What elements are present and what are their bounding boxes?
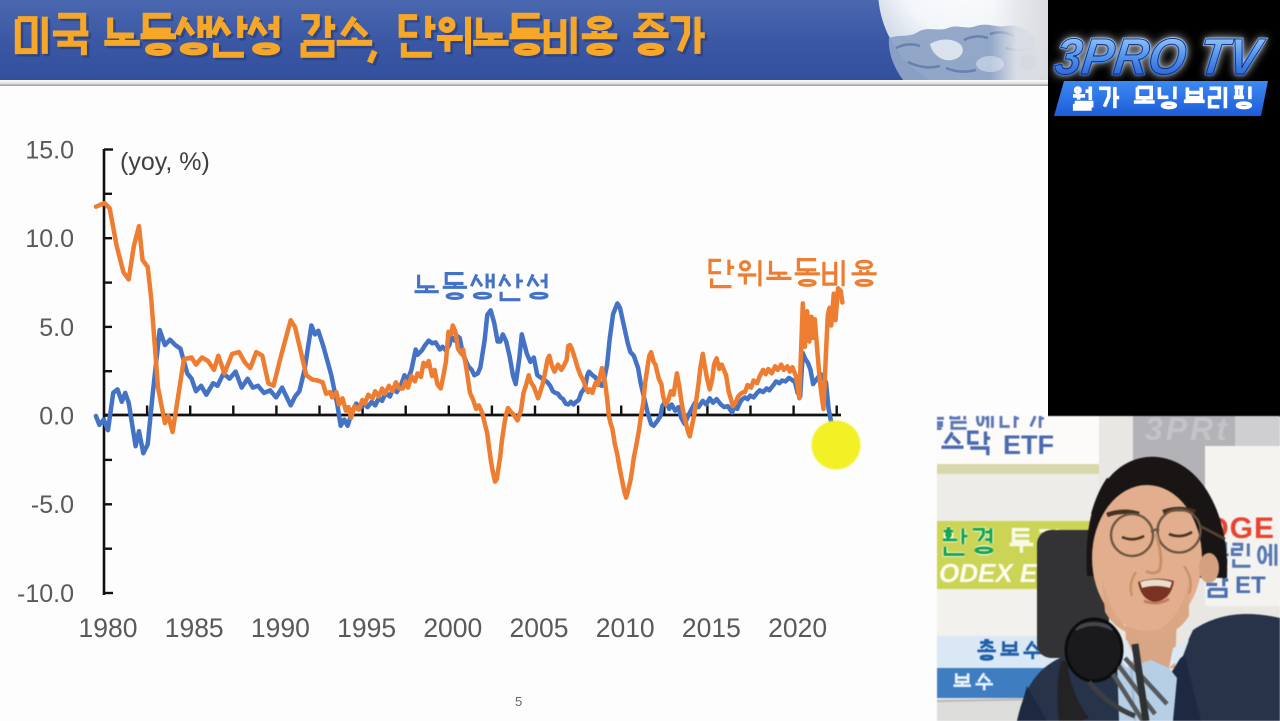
svg-text:5: 5 [515, 694, 522, 709]
svg-text:3PRt: 3PRt [1145, 416, 1230, 447]
svg-text:2000: 2000 [423, 613, 482, 643]
svg-text:ETF: ETF [1003, 430, 1054, 460]
svg-text:1990: 1990 [251, 613, 310, 643]
svg-text:0.0: 0.0 [39, 403, 74, 431]
svg-text:10.0: 10.0 [25, 225, 74, 253]
svg-text:1995: 1995 [337, 613, 396, 643]
svg-text:3PRO TV: 3PRO TV [1052, 28, 1268, 85]
svg-text:1985: 1985 [165, 613, 224, 643]
svg-text:ODEX ET: ODEX ET [939, 558, 1055, 588]
svg-text:ET: ET [1235, 572, 1266, 599]
svg-text:-5.0: -5.0 [31, 491, 74, 519]
svg-text:2010: 2010 [596, 613, 655, 643]
svg-text:2015: 2015 [682, 613, 741, 643]
svg-text:2020: 2020 [768, 613, 827, 643]
svg-text:2005: 2005 [510, 613, 569, 643]
svg-text:-10.0: -10.0 [17, 580, 74, 608]
svg-text:5.0: 5.0 [39, 314, 74, 342]
svg-text:3PRO TV: 3PRO TV [1052, 28, 1268, 85]
svg-text:1980: 1980 [79, 613, 138, 643]
svg-text:3PRO TV: 3PRO TV [1052, 28, 1268, 85]
svg-text:(yoy, %): (yoy, %) [120, 148, 210, 176]
svg-text:3PRO TV: 3PRO TV [1052, 28, 1268, 85]
svg-text:15.0: 15.0 [25, 136, 74, 164]
